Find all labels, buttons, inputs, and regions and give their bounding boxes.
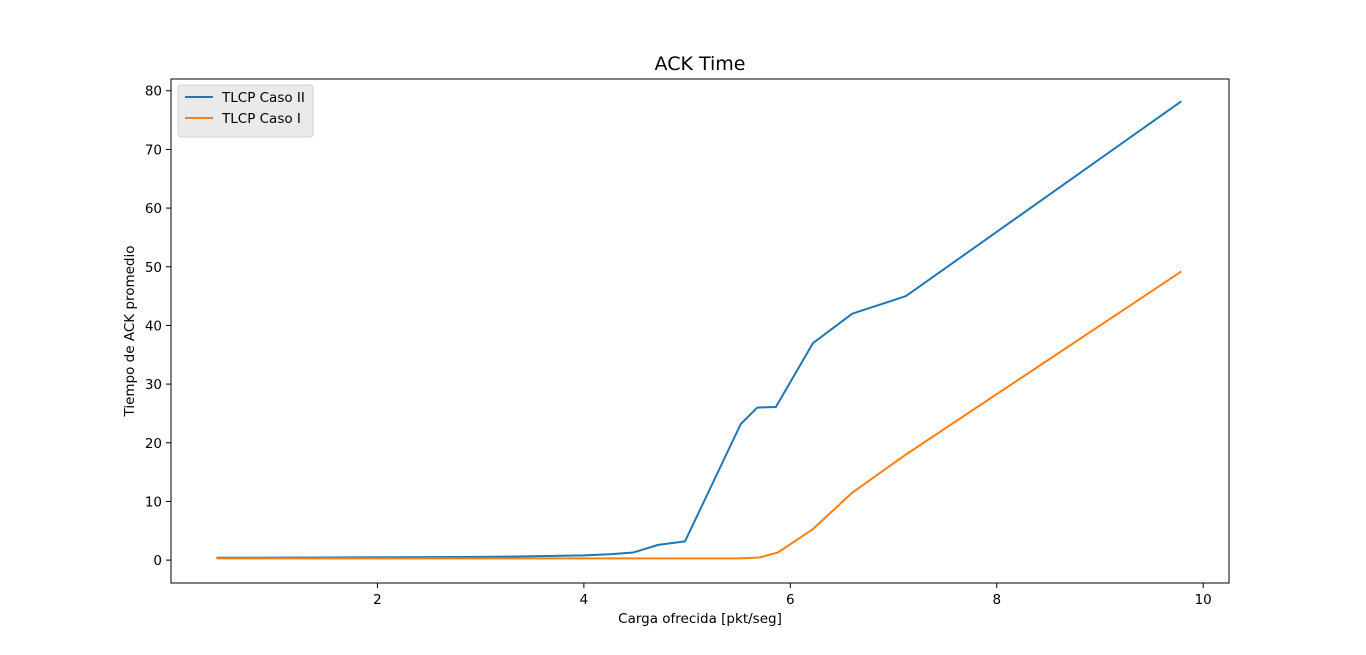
- legend-label-2: TLCP Caso I: [221, 111, 301, 127]
- x-tick-label: 10: [1195, 592, 1212, 608]
- y-tick-label: 10: [145, 494, 162, 510]
- chart-title: ACK Time: [655, 53, 746, 75]
- legend-label-1: TLCP Caso II: [221, 90, 305, 106]
- plot-frame: [170, 78, 1230, 584]
- y-tick-label: 30: [145, 377, 162, 393]
- y-tick-label: 40: [145, 318, 162, 334]
- x-tick-label: 4: [580, 592, 589, 608]
- x-axis-label: Carga ofrecida [pkt/seg]: [618, 611, 782, 627]
- x-tick-label: 8: [992, 592, 1001, 608]
- y-tick-label: 60: [145, 201, 162, 217]
- series-line-1: [216, 100, 1182, 559]
- y-tick-label: 0: [153, 553, 162, 569]
- series-line-2: [216, 270, 1182, 560]
- y-tick-label: 50: [145, 260, 162, 276]
- y-axis-label: Tiempo de ACK promedio: [122, 245, 138, 417]
- y-tick-label: 70: [145, 142, 162, 158]
- x-tick-label: 6: [786, 592, 795, 608]
- y-tick-label: 20: [145, 436, 162, 452]
- x-tick-label: 2: [373, 592, 382, 608]
- y-tick-label: 80: [145, 84, 162, 100]
- plot-area: 2 4 6 8 10 0 10 20 30 40 50 60 70 80 TLCP Caso II TLCP …: [145, 78, 1230, 608]
